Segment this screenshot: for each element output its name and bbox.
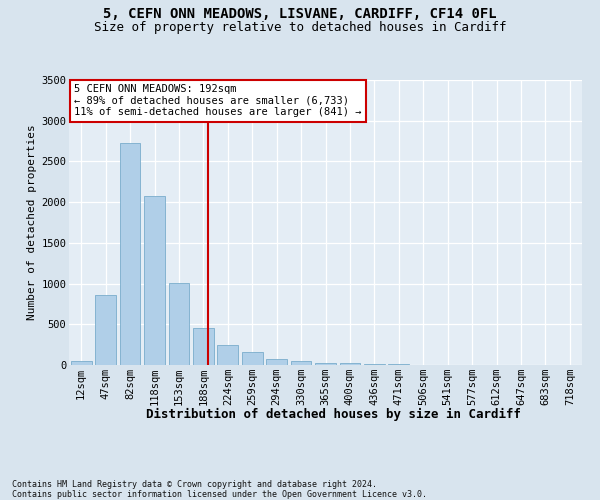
Bar bbox=[364, 364, 385, 365]
Bar bbox=[290, 362, 311, 365]
Bar bbox=[169, 283, 190, 365]
Text: Size of property relative to detached houses in Cardiff: Size of property relative to detached ho… bbox=[94, 21, 506, 34]
Bar bbox=[388, 364, 409, 365]
Text: 5, CEFN ONN MEADOWS, LISVANE, CARDIFF, CF14 0FL: 5, CEFN ONN MEADOWS, LISVANE, CARDIFF, C… bbox=[103, 8, 497, 22]
Bar bbox=[340, 364, 361, 365]
Bar bbox=[266, 360, 287, 365]
Text: 5 CEFN ONN MEADOWS: 192sqm
← 89% of detached houses are smaller (6,733)
11% of s: 5 CEFN ONN MEADOWS: 192sqm ← 89% of deta… bbox=[74, 84, 362, 117]
Text: Distribution of detached houses by size in Cardiff: Distribution of detached houses by size … bbox=[146, 408, 521, 420]
Bar bbox=[71, 360, 92, 365]
Y-axis label: Number of detached properties: Number of detached properties bbox=[27, 124, 37, 320]
Text: Contains HM Land Registry data © Crown copyright and database right 2024.
Contai: Contains HM Land Registry data © Crown c… bbox=[12, 480, 427, 499]
Bar bbox=[242, 352, 263, 365]
Bar bbox=[119, 142, 140, 365]
Bar bbox=[95, 295, 116, 365]
Bar bbox=[193, 328, 214, 365]
Bar bbox=[315, 362, 336, 365]
Bar bbox=[144, 196, 165, 365]
Bar bbox=[217, 344, 238, 365]
